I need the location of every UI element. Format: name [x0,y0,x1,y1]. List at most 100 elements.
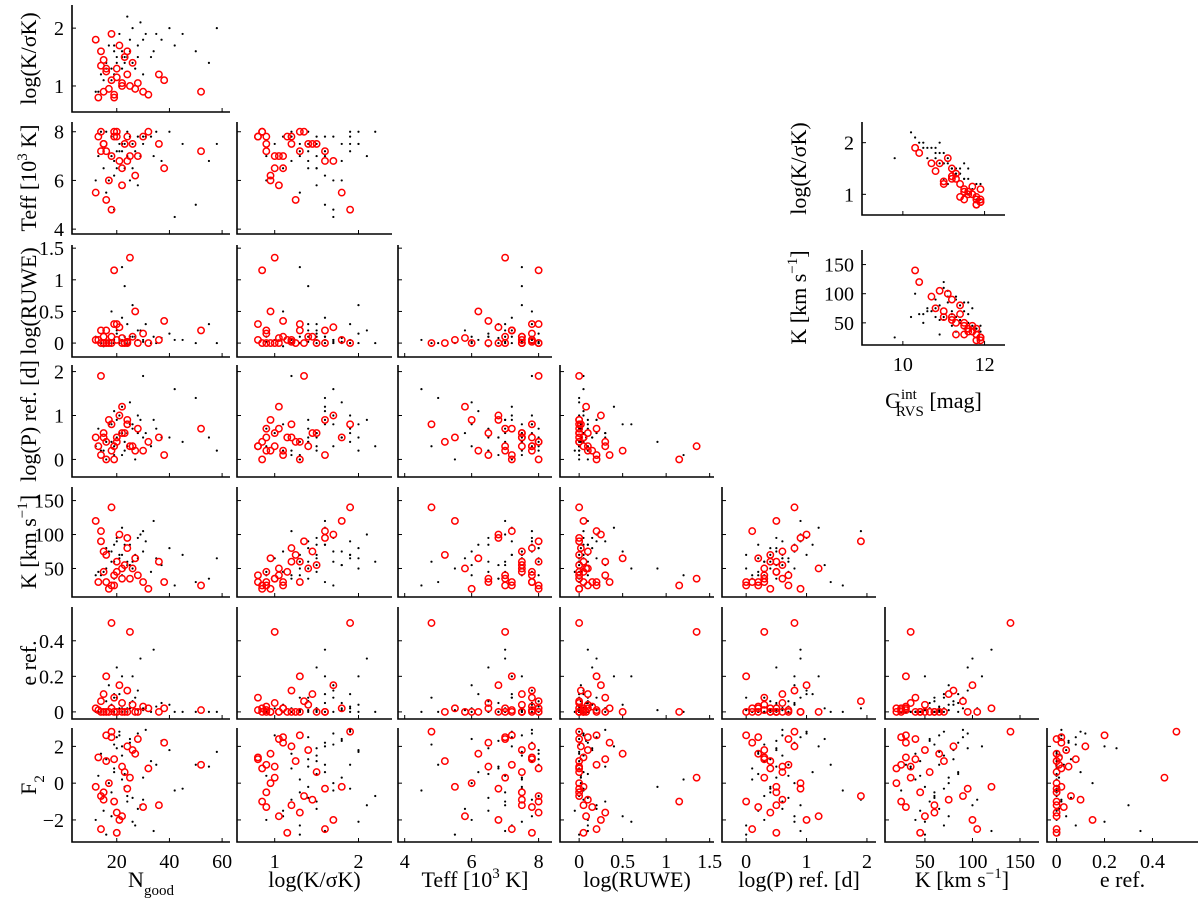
sample-point [265,570,268,573]
highlighted-point [925,768,934,777]
sample-point [420,388,423,391]
highlighted-point [952,174,960,183]
y-tick-label: 0.4 [39,631,64,653]
sample-point [105,130,108,133]
sample-point [102,449,105,452]
sample-point [793,684,796,687]
sample-point [215,449,218,452]
sample-point [487,570,490,573]
panel-Teff-vs-logKsK [236,122,392,235]
highlighted-point [796,779,805,788]
highlighted-point [527,578,536,587]
highlighted-point [892,764,901,773]
sample-point [1055,809,1058,812]
highlighted-point [346,339,355,348]
highlighted-point [892,779,901,788]
highlighted-point [575,784,584,793]
sample-point [194,50,197,53]
sample-point [470,335,473,338]
highlighted-point [253,132,262,141]
sample-point [307,427,310,430]
sample-point [298,560,301,563]
sample-point [357,567,360,570]
highlighted-point [605,578,614,587]
highlighted-point [484,762,493,771]
sample-point [829,580,832,584]
axis-lines [884,607,1039,720]
highlighted-point [927,292,936,301]
sample-point [477,410,480,413]
highlighted-point [501,581,510,590]
sample-point [207,765,211,768]
highlighted-point [287,742,296,751]
highlighted-point [987,704,996,713]
sample-point [120,405,124,408]
sample-point [595,736,598,739]
highlighted-point [1088,815,1097,824]
sample-point [97,774,100,777]
highlighted-point [295,808,304,817]
highlighted-point [527,693,536,702]
highlighted-point [814,564,823,573]
sample-point [942,286,945,289]
sample-point [281,167,285,170]
highlighted-point [766,764,775,773]
highlighted-point [534,557,543,566]
highlighted-point [279,738,288,747]
sample-point [520,734,523,737]
highlighted-point [118,79,126,88]
sample-point [332,696,335,699]
sample-point [142,135,145,138]
highlighted-point [102,326,111,335]
sample-point [144,728,147,731]
sample-point [487,772,490,776]
highlighted-point [287,686,296,695]
highlighted-point [618,749,627,758]
highlighted-point [440,707,449,716]
sample-point [947,703,950,706]
highlighted-point [123,544,132,553]
highlighted-point [583,446,592,455]
highlighted-point [956,192,965,201]
highlighted-point [427,619,436,627]
y-tick-label: 1 [54,270,64,292]
highlighted-point [596,681,605,690]
sample-point [963,310,966,313]
sample-point [357,332,360,335]
highlighted-point [474,707,483,716]
highlighted-point [583,547,592,556]
highlighted-point [262,339,271,348]
sample-point [273,734,276,737]
sample-point [504,322,507,326]
sample-point [909,765,912,768]
sample-point [160,701,163,705]
highlighted-point [517,547,526,556]
highlighted-point [973,825,982,834]
sample-point [181,338,184,342]
highlighted-point [291,707,300,716]
axis-lines [861,122,1005,216]
highlighted-point [270,699,279,707]
sample-point [349,730,352,733]
highlighted-point [304,700,313,709]
sample-point [823,563,826,567]
sample-point [942,693,946,696]
highlighted-point [963,784,972,793]
highlighted-point [742,731,751,740]
sample-point [787,557,790,560]
sample-point [938,763,941,766]
highlighted-point [283,707,292,716]
sample-point [332,560,335,563]
highlighted-point [920,746,929,755]
sample-point [963,162,966,165]
highlighted-point [133,571,142,580]
highlighted-point [258,764,267,773]
highlighted-point [484,704,493,713]
sample-point [487,666,490,669]
sample-point [497,341,500,345]
sample-point [94,574,97,577]
sample-point [952,700,955,703]
highlighted-point [575,437,584,446]
sample-point [520,285,523,288]
sample-point [173,215,176,219]
